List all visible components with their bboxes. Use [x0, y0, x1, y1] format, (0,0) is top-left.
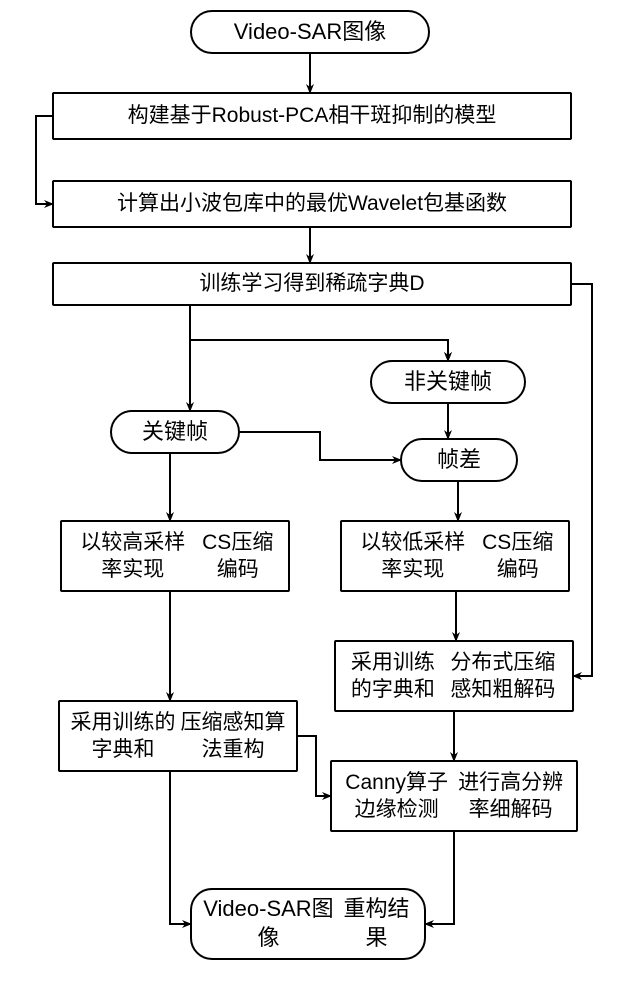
- node-text: 压缩感知算法重构: [178, 709, 288, 764]
- node-canny: Canny算子边缘检测进行高分辨率细解码: [330, 760, 578, 832]
- node-lowcs: 以较低采样率实现CS压缩编码: [340, 520, 570, 592]
- node-text: 计算出小波包库中的最优Wavelet包基函数: [117, 190, 507, 217]
- node-text: 关键帧: [142, 418, 208, 447]
- edge-n3-to-split: [190, 306, 448, 360]
- node-text: CS压缩编码: [195, 529, 280, 584]
- node-text: Canny算子边缘检测: [340, 769, 453, 824]
- node-text: 训练学习得到稀疏字典D: [199, 270, 424, 297]
- node-text: 以较高采样率实现: [70, 529, 195, 584]
- node-reconstruct: 采用训练的字典和压缩感知算法重构: [58, 700, 298, 772]
- edge-n1-to-n2-left: [36, 116, 52, 204]
- node-text: 非关键帧: [404, 368, 492, 397]
- node-text: CS压缩编码: [475, 529, 560, 584]
- node-end: Video-SAR图像重构结果: [190, 888, 426, 960]
- node-start: Video-SAR图像: [190, 10, 430, 54]
- node-text: 分布式压缩感知粗解码: [442, 649, 564, 704]
- node-coarsedecode: 采用训练的字典和分布式压缩感知粗解码: [334, 640, 574, 712]
- node-framediff: 帧差: [400, 438, 518, 482]
- node-text: 以较低采样率实现: [350, 529, 475, 584]
- node-n1: 构建基于Robust-PCA相干斑抑制的模型: [52, 92, 572, 140]
- node-text: Video-SAR图像: [200, 895, 337, 952]
- node-n2: 计算出小波包库中的最优Wavelet包基函数: [52, 180, 572, 228]
- node-text: 构建基于Robust-PCA相干斑抑制的模型: [128, 102, 497, 129]
- edge-canny-to-end-right: [426, 832, 454, 924]
- node-text: 采用训练的字典和: [344, 649, 442, 704]
- node-text: 采用训练的字典和: [68, 709, 178, 764]
- node-n3: 训练学习得到稀疏字典D: [52, 262, 572, 306]
- node-nonkey: 非关键帧: [370, 360, 526, 404]
- edge-key-to-framediff-left: [240, 432, 400, 460]
- node-text: 进行高分辨率细解码: [453, 769, 568, 824]
- node-text: Video-SAR图像: [234, 18, 386, 47]
- edge-reconstruct-to-end-left: [170, 772, 190, 924]
- node-highcs: 以较高采样率实现CS压缩编码: [60, 520, 290, 592]
- edge-n3-to-coarsedecode-right: [572, 284, 592, 676]
- edge-reconstruct-to-canny-left: [298, 736, 330, 796]
- node-text: 重构结果: [337, 895, 416, 952]
- node-key: 关键帧: [110, 410, 240, 454]
- node-text: 帧差: [437, 446, 481, 475]
